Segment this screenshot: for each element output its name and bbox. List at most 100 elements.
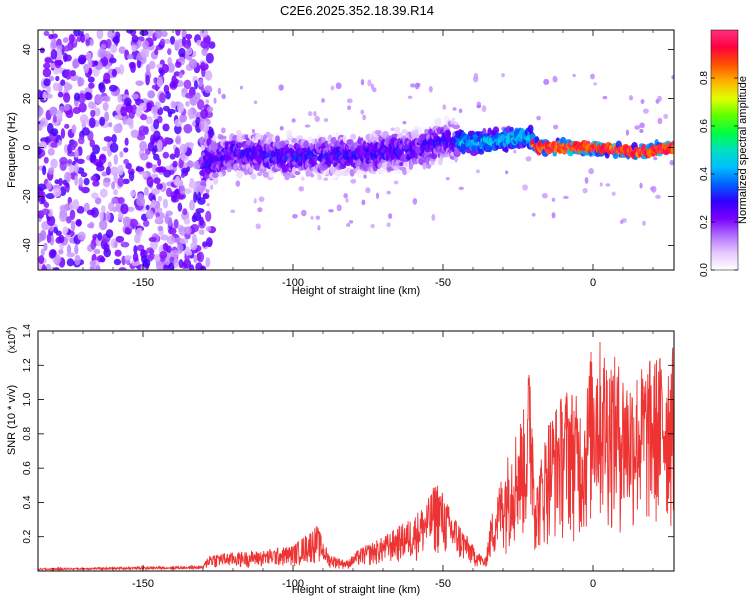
heatmap-cell xyxy=(156,207,163,213)
heatmap-cell xyxy=(87,67,93,76)
heatmap-cell xyxy=(205,52,214,64)
heatmap-cell xyxy=(278,84,284,91)
heatmap-cell xyxy=(64,144,69,154)
heatmap-cell xyxy=(131,34,139,43)
heatmap-cell xyxy=(605,183,611,187)
heatmap-cell xyxy=(77,77,85,87)
heatmap-cell xyxy=(501,73,505,78)
heatmap-x-tick-label: -100 xyxy=(282,277,304,289)
heatmap-cell xyxy=(323,118,329,123)
heatmap-cell xyxy=(165,187,173,198)
heatmap-cell xyxy=(105,38,112,49)
snr-y-tick-label: 0.8 xyxy=(22,426,33,440)
heatmap-cell xyxy=(89,139,96,148)
heatmap-cell xyxy=(188,58,198,69)
heatmap-cell xyxy=(55,75,60,82)
heatmap-cell xyxy=(66,216,72,224)
heatmap-cell xyxy=(52,188,62,198)
heatmap-cell xyxy=(76,36,82,42)
heatmap-cell xyxy=(304,124,311,128)
heatmap-cell xyxy=(99,211,104,221)
heatmap-cell xyxy=(136,196,146,207)
heatmap-cell xyxy=(69,209,76,220)
heatmap-cell xyxy=(105,211,111,222)
heatmap-cell xyxy=(38,147,43,155)
heatmap-cell xyxy=(478,148,485,155)
heatmap-cell xyxy=(417,126,423,135)
heatmap-cell xyxy=(84,32,90,40)
heatmap-cell xyxy=(123,147,129,153)
heatmap-cell xyxy=(208,41,216,49)
heatmap-cell xyxy=(275,135,280,143)
heatmap-cell xyxy=(124,137,129,146)
heatmap-cell xyxy=(74,149,79,158)
colorbar-label: Normalized spectral amplitude xyxy=(737,76,749,224)
heatmap-cell xyxy=(161,63,169,74)
heatmap-cell xyxy=(543,78,550,86)
heatmap-cell xyxy=(372,87,377,93)
heatmap-cell xyxy=(123,97,132,107)
heatmap-cell xyxy=(74,175,79,186)
heatmap-cell xyxy=(42,67,52,78)
heatmap-cell xyxy=(49,226,54,232)
heatmap-cell xyxy=(135,106,142,118)
heatmap-cell xyxy=(46,215,56,227)
colorbar-tick-label: 0.0 xyxy=(699,263,710,277)
heatmap-cell xyxy=(509,126,514,132)
heatmap-cell xyxy=(410,83,416,88)
heatmap-cell xyxy=(110,43,118,54)
heatmap-cell xyxy=(183,123,193,134)
heatmap-cell xyxy=(108,84,118,92)
heatmap-cell xyxy=(60,79,66,86)
heatmap-cell xyxy=(62,226,69,234)
heatmap-cell xyxy=(38,183,46,191)
heatmap-cell xyxy=(89,260,96,267)
heatmap-cell xyxy=(125,117,134,126)
heatmap-cell xyxy=(92,144,101,155)
heatmap-cell xyxy=(212,134,217,142)
heatmap-cell xyxy=(49,106,58,116)
heatmap-cell xyxy=(130,129,139,139)
heatmap-cell xyxy=(88,117,96,129)
heatmap-cell xyxy=(200,108,208,119)
heatmap-cell xyxy=(160,30,168,37)
heatmap-cell xyxy=(58,177,63,186)
heatmap-cell xyxy=(191,233,197,244)
heatmap-cell xyxy=(91,192,99,199)
heatmap-cell xyxy=(133,245,138,254)
heatmap-cell xyxy=(402,162,409,168)
heatmap-cell xyxy=(291,138,298,144)
heatmap-cell xyxy=(527,124,534,134)
heatmap-cell xyxy=(131,259,141,267)
heatmap-cell xyxy=(145,74,150,86)
snr-y-tick-label: 0.6 xyxy=(22,461,33,475)
heatmap-cell xyxy=(204,70,213,81)
heatmap-cell xyxy=(230,209,236,214)
heatmap-cell xyxy=(199,136,205,148)
heatmap-cell xyxy=(46,233,52,244)
heatmap-cell xyxy=(142,258,151,269)
heatmap-cell xyxy=(642,220,646,226)
heatmap-cell xyxy=(237,142,242,148)
heatmap-cell xyxy=(458,108,463,114)
heatmap-cell xyxy=(317,225,321,231)
heatmap-cell xyxy=(552,75,558,83)
snr-y-tick-label: 1.0 xyxy=(22,392,33,406)
heatmap-cell xyxy=(60,209,68,219)
heatmap-cell xyxy=(44,57,52,64)
heatmap-cell xyxy=(47,167,55,175)
heatmap-cell xyxy=(67,159,73,165)
heatmap-cell xyxy=(174,61,182,68)
heatmap-cell xyxy=(323,177,329,181)
heatmap-cell xyxy=(153,177,161,184)
heatmap-cell xyxy=(189,199,196,211)
heatmap-cell xyxy=(203,192,210,200)
heatmap-cell xyxy=(181,87,188,94)
heatmap-cell xyxy=(184,246,191,256)
heatmap-cell xyxy=(58,249,64,255)
heatmap-cell xyxy=(487,147,493,153)
heatmap-cell xyxy=(154,30,163,39)
heatmap-cell xyxy=(38,124,43,131)
heatmap-cell xyxy=(93,60,99,66)
